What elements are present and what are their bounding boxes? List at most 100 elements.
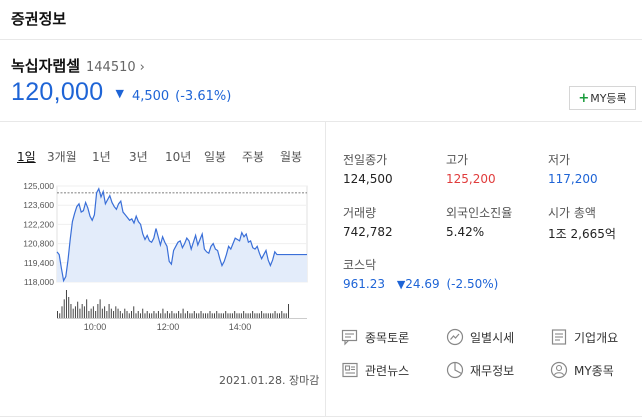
tab-weekly-candle[interactable]: 주봉: [242, 150, 265, 164]
my-register-button[interactable]: + MY등록: [569, 86, 636, 110]
volume-bar: [182, 308, 184, 318]
volume-bar: [117, 308, 119, 318]
header: 증권정보: [0, 0, 642, 40]
volume-bar: [151, 313, 153, 318]
tab-3year[interactable]: 3년: [129, 150, 148, 164]
volume-bar: [272, 313, 274, 318]
volume-bar: [207, 313, 209, 318]
volume-bar: [106, 311, 108, 318]
tab-daily-candle[interactable]: 일봉: [204, 150, 227, 164]
volume-bar: [160, 313, 162, 318]
volume-bar: [122, 313, 124, 318]
volume-bar: [162, 308, 164, 318]
divider: [0, 416, 642, 417]
link-my-stocks[interactable]: MY종목: [550, 361, 614, 379]
stat-value: 117,200: [548, 172, 598, 186]
stat-label: 고가: [446, 153, 469, 167]
x-tick-label: 10:00: [84, 322, 107, 332]
tab-3month[interactable]: 3개월: [47, 150, 77, 164]
volume-bar: [191, 313, 193, 318]
volume-bar: [236, 313, 238, 318]
volume-bar: [279, 313, 281, 318]
link-label: 재무정보: [470, 363, 515, 378]
tab-1day[interactable]: 1일: [17, 150, 36, 164]
tab-1year[interactable]: 1년: [92, 150, 111, 164]
volume-bar: [270, 313, 272, 318]
volume-bar: [61, 306, 63, 318]
volume-bar: [77, 301, 79, 318]
volume-bar: [70, 304, 72, 318]
volume-bar: [243, 311, 245, 318]
volume-bar: [222, 313, 224, 318]
vertical-divider: [325, 122, 326, 416]
volume-bar: [288, 304, 289, 318]
tab-10year[interactable]: 10년: [165, 150, 192, 164]
volume-bar: [146, 311, 148, 318]
kosdaq-index[interactable]: 코스닥 961.23 ▼24.69 (-2.50%): [343, 256, 498, 291]
down-triangle-icon: ▼: [396, 278, 406, 291]
volume-bar: [86, 299, 88, 318]
volume-bar: [227, 313, 229, 318]
discussion-icon: [341, 329, 358, 346]
stat-market-cap: 시가 총액 1조 2,665억: [548, 204, 616, 242]
page-title: 증권정보: [11, 10, 67, 28]
link-company-overview[interactable]: 기업개요: [550, 328, 618, 346]
volume-bar: [200, 311, 202, 318]
volume-bar: [193, 311, 195, 318]
document-icon: [551, 329, 567, 345]
volume-bar: [139, 313, 141, 318]
volume-bar: [119, 311, 121, 318]
current-price: 120,000: [11, 78, 104, 106]
volume-bar: [178, 311, 180, 318]
news-icon: [342, 362, 358, 378]
link-financial-info[interactable]: 재무정보: [446, 361, 514, 379]
volume-bar: [173, 313, 175, 318]
chevron-right-icon[interactable]: ›: [139, 60, 145, 75]
volume-bar: [249, 313, 251, 318]
stock-code[interactable]: 144510: [86, 60, 136, 75]
volume-bar: [171, 311, 173, 318]
stat-label: 시가 총액: [548, 206, 596, 220]
price-change: 4,500: [131, 89, 170, 104]
x-tick-label: 14:00: [229, 322, 252, 332]
tab-monthly-candle[interactable]: 월봉: [280, 150, 303, 164]
link-related-news[interactable]: 관련뉴스: [341, 361, 409, 379]
divider: [0, 121, 642, 122]
volume-bar: [254, 313, 256, 318]
down-triangle-icon: ▼: [115, 87, 124, 100]
y-tick-label: 120,800: [23, 239, 54, 249]
chart-area: [57, 188, 307, 282]
volume-bar: [276, 313, 278, 318]
stock-name[interactable]: 녹십자랩셀: [11, 57, 81, 75]
volume-bar: [202, 313, 204, 318]
volume-bar: [238, 313, 240, 318]
trend-chart-icon: [446, 328, 464, 346]
volume-bar: [108, 304, 110, 318]
y-tick-label: 125,000: [23, 181, 54, 191]
link-label: 기업개요: [574, 330, 619, 345]
volume-bar: [216, 311, 218, 318]
link-discussion[interactable]: 종목토론: [341, 328, 409, 346]
link-label: 종목토론: [365, 330, 410, 345]
price-chart[interactable]: 125,000 123,600 122,200 120,800 119,400 …: [0, 176, 325, 346]
link-daily-price[interactable]: 일별시세: [446, 328, 514, 346]
volume-bar: [258, 313, 260, 318]
volume-bar: [104, 306, 106, 318]
volume-bar: [184, 313, 186, 318]
volume-bar: [68, 297, 70, 318]
link-label: MY종목: [574, 363, 614, 378]
stock-name-row[interactable]: 녹십자랩셀 144510 ›: [11, 55, 145, 76]
volume-bar: [220, 313, 222, 318]
volume-bar: [252, 311, 254, 318]
volume-bar: [256, 313, 258, 318]
kosdaq-change-percent: (-2.50%): [446, 277, 499, 291]
stat-volume: 거래량 742,782: [343, 204, 393, 239]
volume-bar: [83, 306, 85, 318]
volume-bar: [101, 308, 103, 318]
volume-bar: [65, 290, 67, 318]
volume-bar: [218, 313, 220, 318]
stat-prev-close: 전일종가 124,500: [343, 151, 393, 186]
volume-bar: [72, 308, 74, 318]
kosdaq-label: 코스닥: [343, 258, 377, 272]
volume-bar: [175, 313, 177, 318]
